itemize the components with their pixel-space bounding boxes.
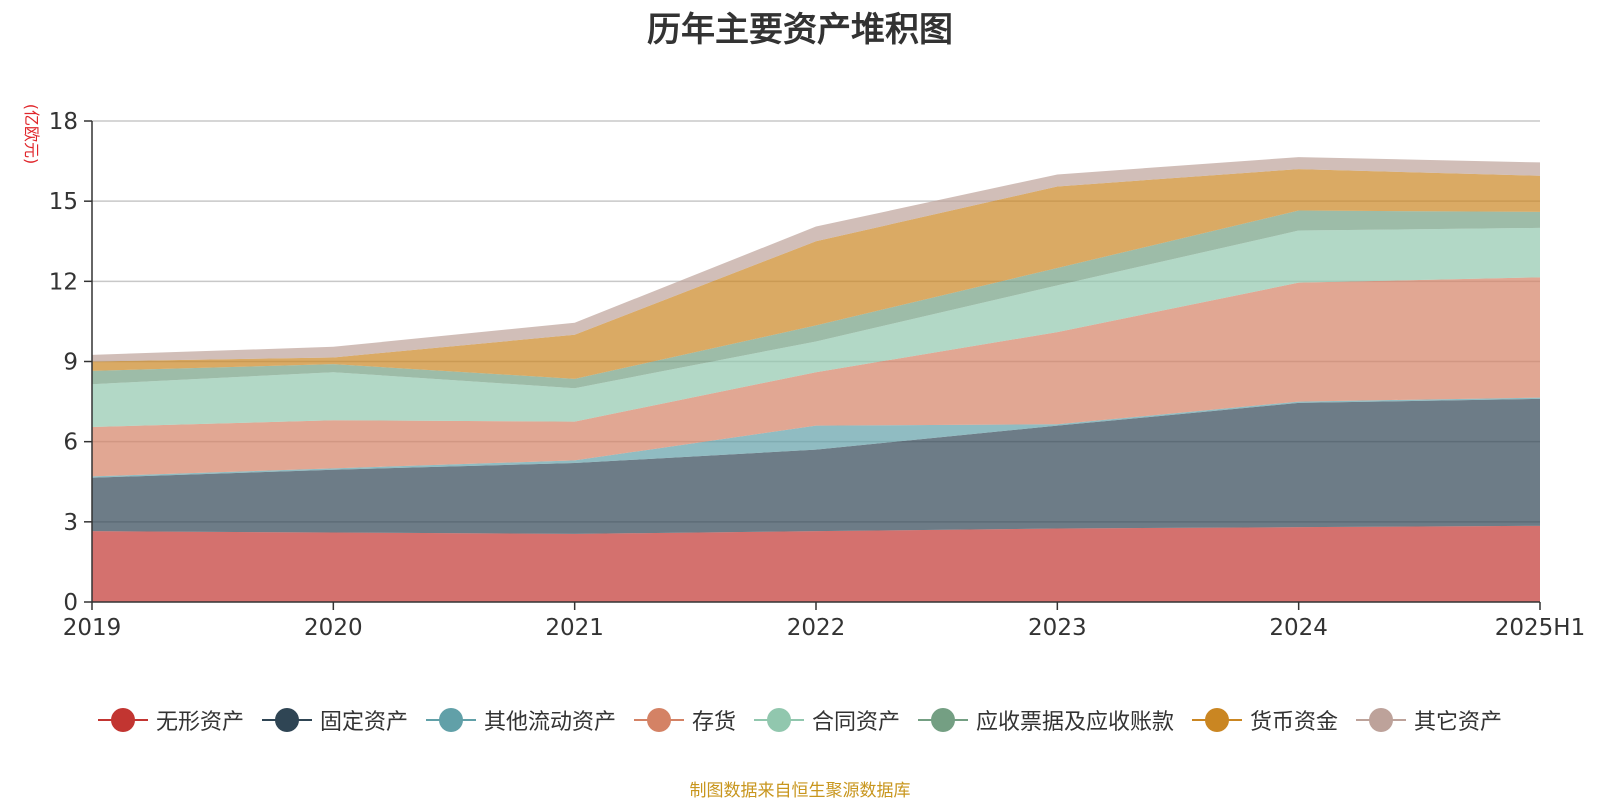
y-tick-label: 12 bbox=[49, 269, 78, 295]
legend-label: 存货 bbox=[691, 710, 736, 735]
legend: 无形资产 固定资产 其他流动资产 存货 合同资产 应收票据及应收账款 货币资金 其它资产 bbox=[0, 700, 1600, 740]
x-tick-label: 2020 bbox=[304, 615, 363, 641]
legend-marker-icon bbox=[918, 707, 969, 733]
legend-label: 固定资产 bbox=[319, 710, 408, 735]
legend-item-7[interactable]: 货币资金 bbox=[1192, 704, 1338, 736]
y-tick-label: 6 bbox=[63, 430, 78, 456]
x-tick-label: 2021 bbox=[545, 615, 604, 641]
area-series bbox=[92, 157, 1540, 602]
legend-label: 应收票据及应收账款 bbox=[976, 710, 1175, 735]
legend-marker-icon bbox=[425, 707, 476, 733]
legend-label: 合同资产 bbox=[812, 710, 901, 735]
x-tick-label: 2022 bbox=[787, 615, 846, 641]
y-tick-label: 15 bbox=[49, 189, 78, 215]
legend-item-1[interactable]: 无形资产 bbox=[97, 704, 244, 736]
source-note: 制图数据来自恒生聚源数据库 bbox=[689, 781, 911, 801]
legend-item-5[interactable]: 合同资产 bbox=[754, 704, 900, 736]
chart-title: 历年主要资产堆积图 bbox=[647, 10, 953, 50]
area-series-6 bbox=[92, 210, 1540, 389]
x-tick-label: 2024 bbox=[1269, 615, 1328, 641]
area-series-4 bbox=[92, 277, 1540, 477]
legend-label: 无形资产 bbox=[155, 710, 244, 735]
area-series-1 bbox=[92, 525, 1540, 602]
axes: 0 3 6 9 12 15 18 2019 2020 2021 2022 2023 2024 2025H1 bbox=[49, 109, 1586, 641]
legend-marker-icon bbox=[1356, 707, 1407, 733]
stacked-area-chart: 0 3 6 9 12 15 18 2019 2020 2021 2022 2023 2024 2025H1… bbox=[22, 104, 1586, 641]
legend-marker-icon bbox=[261, 707, 312, 733]
y-axis-unit-label: (亿欧元) bbox=[22, 104, 41, 165]
y-tick-label: 0 bbox=[63, 590, 78, 616]
legend-item-4[interactable]: 存货 bbox=[633, 704, 736, 736]
y-tick-label: 3 bbox=[63, 510, 78, 536]
area-series-5 bbox=[92, 227, 1540, 427]
legend-label: 货币资金 bbox=[1250, 710, 1339, 735]
legend-marker-icon bbox=[1192, 707, 1243, 733]
area-series-3 bbox=[92, 397, 1540, 478]
legend-marker-icon bbox=[97, 707, 148, 733]
area-series-7 bbox=[92, 169, 1540, 379]
legend-item-2[interactable]: 固定资产 bbox=[261, 704, 408, 736]
legend-marker-icon bbox=[633, 707, 684, 733]
x-tick-label: 2019 bbox=[63, 615, 122, 641]
y-tick-label: 9 bbox=[63, 350, 78, 376]
area-series-2 bbox=[92, 398, 1540, 534]
legend-item-8[interactable]: 其它资产 bbox=[1356, 704, 1502, 736]
legend-item-6[interactable]: 应收票据及应收账款 bbox=[918, 704, 1174, 736]
legend-marker-icon bbox=[754, 707, 804, 733]
y-tick-label: 18 bbox=[49, 109, 78, 135]
legend-label: 其它资产 bbox=[1414, 710, 1503, 735]
x-tick-label: 2023 bbox=[1028, 615, 1087, 641]
x-tick-label: 2025H1 bbox=[1495, 615, 1585, 641]
legend-item-3[interactable]: 其他流动资产 bbox=[425, 704, 616, 736]
legend-label: 其他流动资产 bbox=[483, 710, 616, 735]
